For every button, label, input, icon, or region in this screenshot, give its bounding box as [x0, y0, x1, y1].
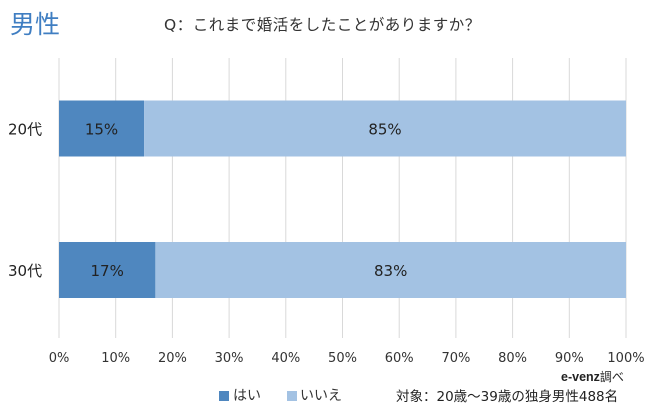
category-labels: 20代 30代	[8, 121, 42, 281]
x-tick-label: 60%	[385, 351, 414, 366]
category-label: 30代	[8, 262, 42, 280]
x-tick-label: 100%	[607, 351, 644, 366]
bar-segment	[144, 100, 627, 157]
x-tick-label: 80%	[498, 351, 527, 366]
legend-label: いいえ	[300, 388, 342, 404]
survey-footnote: 対象：20歳〜39歳の独身男性488名	[396, 389, 619, 405]
source-credit: e-venz調べ	[561, 369, 624, 385]
x-tick-label: 70%	[441, 351, 470, 366]
legend-swatch	[287, 391, 297, 401]
bar-segment	[59, 100, 145, 157]
bar-segment	[155, 242, 626, 298]
category-label: 20代	[8, 121, 42, 139]
data-label: 15%	[85, 121, 118, 139]
x-tick-label: 10%	[101, 351, 130, 366]
legend-swatch	[219, 391, 229, 401]
x-tick-label: 50%	[328, 351, 357, 366]
data-label: 17%	[91, 262, 124, 280]
source-suffix: 調べ	[599, 370, 624, 384]
bar-segment	[59, 242, 156, 298]
x-tick-labels: 0% 10% 20% 30% 40% 50% 60% 70% 80% 90% 100%	[49, 351, 645, 366]
data-label: 83%	[374, 262, 407, 280]
x-tick-label: 0%	[49, 351, 70, 366]
x-tick-label: 20%	[158, 351, 187, 366]
source-brand: e-venz	[561, 370, 600, 384]
data-label: 85%	[368, 121, 401, 139]
x-tick-label: 90%	[555, 351, 584, 366]
bars	[59, 100, 627, 298]
gender-heading: 男性	[10, 10, 61, 39]
legend-label: はい	[233, 388, 261, 404]
x-tick-label: 30%	[215, 351, 244, 366]
x-tick-label: 40%	[271, 351, 300, 366]
bar-labels: 15% 85% 17% 83%	[85, 121, 408, 281]
survey-question: Q：これまで婚活をしたことがありますか？	[164, 16, 481, 34]
